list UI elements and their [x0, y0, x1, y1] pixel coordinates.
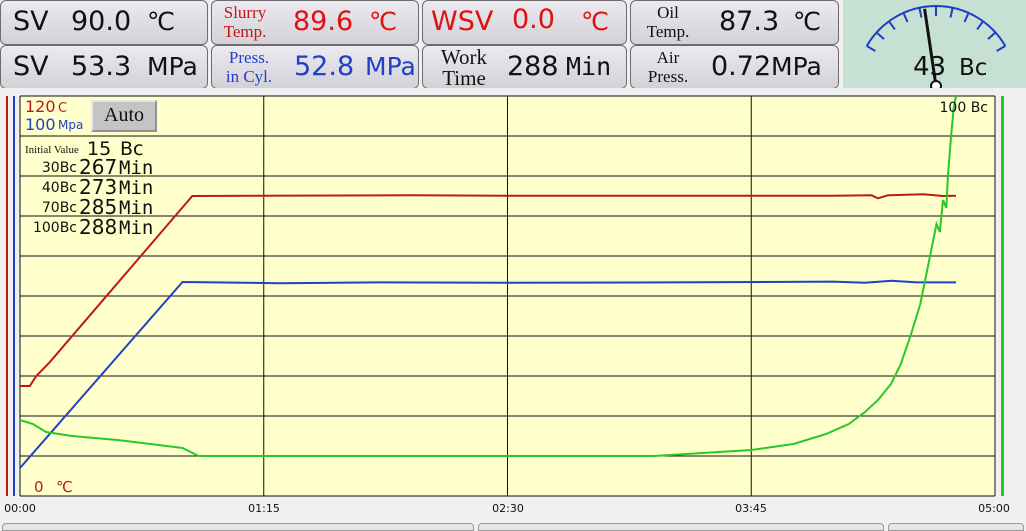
consistency-gauge: 43 Bc [843, 0, 1026, 88]
sv-press-panel: SV 53.3 MPa [0, 45, 208, 89]
time-100bc-label: 100Bc [33, 220, 77, 236]
sv-press-label: SV [13, 51, 49, 82]
gauge-tick [875, 31, 885, 40]
oil-temp-panel: Oil Temp. 87.3 ℃ [630, 0, 839, 45]
slurry-temp-panel: Slurry Temp. 89.6 ℃ [211, 0, 419, 45]
air-press-label-2: Press. [647, 67, 689, 86]
gauge-tick [976, 20, 984, 30]
wsv-unit: ℃ [581, 7, 610, 36]
sv-temp-label: SV [13, 6, 49, 37]
temp-max-unit: C [58, 101, 67, 116]
work-time-label-2: Time [442, 66, 486, 89]
gauge-tick [888, 20, 896, 30]
oil-temp-label-1: Oil [657, 3, 679, 22]
time-40bc-unit: Min [119, 177, 153, 199]
gauge-unit: Bc [959, 55, 987, 81]
sv-press-unit: MPa [147, 52, 198, 81]
press-cyl-unit: MPa [365, 52, 416, 81]
work-time-label-1: Work [440, 45, 488, 69]
time-100bc-unit: Min [119, 217, 153, 239]
sv-press-value: 53.3 [71, 51, 132, 82]
slurry-temp-value: 89.6 [293, 6, 354, 37]
sv-temp-unit: ℃ [147, 7, 176, 36]
gauge-needle [923, 8, 938, 87]
press-cyl-label-2: in Cyl. [225, 67, 273, 86]
time-40bc-label: 40Bc [42, 180, 77, 196]
gauge-scale [865, 5, 1007, 52]
x-tick-0: 00:00 [4, 502, 36, 515]
press-cyl-value: 52.8 [294, 51, 355, 82]
initial-value-number: 15 [87, 138, 111, 160]
air-press-value: 0.72 [711, 51, 772, 82]
bottom-tab-3[interactable] [888, 523, 1024, 531]
time-100bc-value: 288 [79, 215, 117, 239]
time-30bc-value: 267 [79, 155, 117, 179]
press-cyl-panel: Press. in Cyl. 52.8 MPa [211, 45, 419, 89]
air-press-unit: MPa [771, 52, 822, 81]
work-time-panel: Work Time 288 Min [422, 45, 627, 89]
sv-temp-panel: SV 90.0 ℃ [0, 0, 208, 45]
sv-temp-value: 90.0 [71, 6, 132, 37]
gauge-tick [902, 12, 909, 23]
press-cyl-label-1: Press. [228, 48, 270, 67]
consistency-max-label: 100 Bc [940, 100, 988, 116]
wsv-label: WSV [431, 6, 494, 37]
time-70bc-label: 70Bc [42, 200, 77, 216]
grid-lines [19, 95, 996, 497]
wsv-panel: WSV 0.0 ℃ [422, 0, 627, 45]
bottom-tab-2[interactable] [478, 523, 884, 531]
gauge-hub [930, 80, 942, 88]
gauge-tick [918, 7, 923, 18]
oil-temp-value: 87.3 [719, 6, 780, 37]
work-time-value: 288 [507, 51, 559, 82]
time-30bc-unit: Min [119, 157, 153, 179]
oil-temp-unit: ℃ [793, 7, 822, 36]
time-70bc-value: 285 [79, 195, 117, 219]
wsv-value: 0.0 [512, 4, 555, 35]
x-tick-4: 05:00 [978, 502, 1010, 515]
bottom-tab-1[interactable] [2, 523, 474, 531]
left-bar-red [6, 96, 8, 496]
press-max-label: 100 [25, 115, 56, 134]
auto-button[interactable]: Auto [91, 100, 157, 132]
slurry-temp-label-1: Slurry [223, 3, 267, 22]
temp-min-label: 0 [34, 478, 44, 496]
gauge-value: 43 [913, 52, 946, 82]
slurry-temp-unit: ℃ [369, 7, 398, 36]
time-40bc-value: 273 [79, 175, 117, 199]
air-press-panel: Air Press. 0.72 MPa [630, 45, 839, 89]
gauge-tick [987, 31, 997, 40]
press-max-unit: Mpa [58, 118, 83, 132]
temperature-series [20, 193, 957, 387]
slurry-temp-label-2: Temp. [223, 22, 267, 41]
x-tick-1: 01:15 [248, 502, 280, 515]
air-press-label-1: Air [656, 48, 680, 67]
oil-temp-label-2: Temp. [646, 22, 690, 41]
left-bar-blue [13, 96, 15, 496]
x-tick-2: 02:30 [492, 502, 524, 515]
right-bar-green [1001, 96, 1004, 496]
gauge-tick [963, 12, 970, 23]
x-tick-3: 03:45 [735, 502, 767, 515]
gauge-tick [996, 45, 1006, 52]
initial-value-label: Initial Value [25, 144, 79, 156]
time-70bc-unit: Min [119, 197, 153, 219]
initial-value-unit: Bc [120, 138, 143, 160]
temp-max-label: 120 [25, 97, 56, 116]
consistency-series [19, 95, 957, 457]
gauge-tick [866, 45, 876, 52]
time-30bc-label: 30Bc [42, 160, 77, 176]
thickening-chart: 120 C 100 Mpa Initial Value 15 Bc 30Bc 2… [0, 88, 1026, 523]
pressure-series [19, 279, 956, 469]
work-time-unit: Min [566, 52, 612, 81]
gauge-tick [949, 7, 954, 18]
temp-min-unit: ℃ [56, 478, 73, 496]
